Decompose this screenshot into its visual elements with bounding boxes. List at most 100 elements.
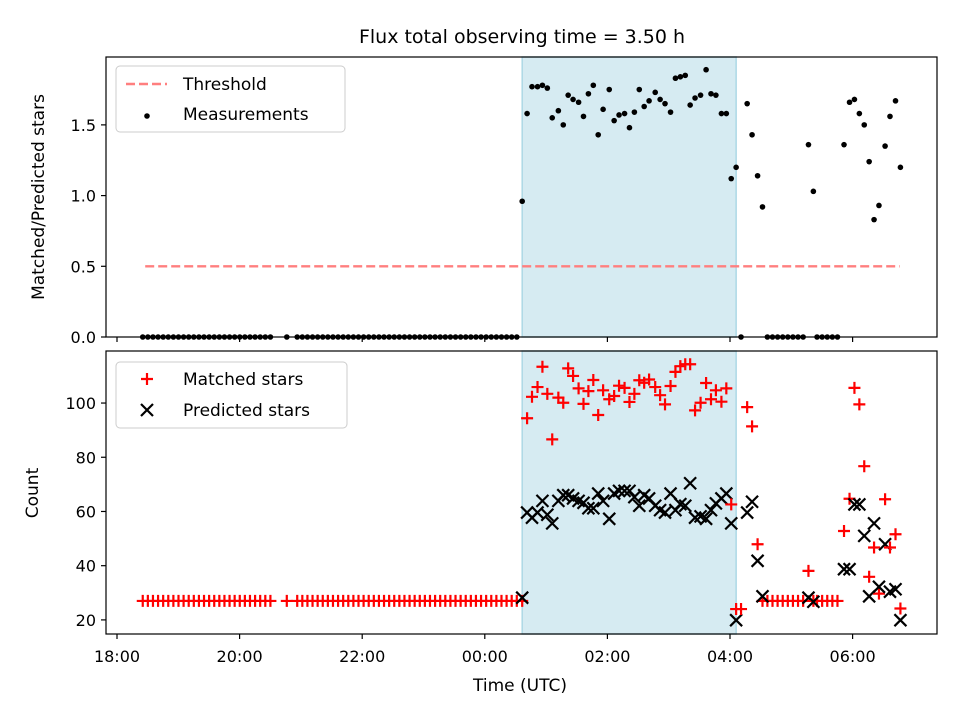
predicted-star-point bbox=[755, 589, 770, 604]
measurement-point bbox=[657, 96, 663, 103]
measurement-point bbox=[718, 110, 725, 117]
x-tick-label: 06:00 bbox=[830, 647, 876, 666]
matched-star-point bbox=[597, 384, 610, 397]
measurement-point bbox=[754, 172, 761, 179]
predicted-star-point bbox=[540, 507, 555, 522]
measurement-point bbox=[585, 90, 592, 97]
matched-star-point bbox=[746, 420, 759, 433]
matched-star-point bbox=[735, 603, 748, 616]
measurement-point bbox=[744, 100, 750, 107]
measurement-point bbox=[662, 100, 668, 107]
matched-star-point bbox=[751, 538, 764, 551]
matched-star-point bbox=[797, 594, 810, 607]
predicted-star-point bbox=[556, 488, 571, 502]
measurement-point bbox=[861, 122, 868, 128]
matched-star-point bbox=[883, 541, 896, 554]
matched-star-point bbox=[654, 389, 667, 402]
matched-star-point bbox=[541, 387, 554, 400]
matched-star-point bbox=[838, 524, 851, 537]
matched-star-point bbox=[280, 594, 293, 607]
predicted-star-point bbox=[586, 501, 601, 515]
measurement-point bbox=[580, 113, 587, 120]
measurement-point bbox=[728, 175, 735, 182]
measurement-point bbox=[626, 124, 633, 131]
measurement-point bbox=[575, 99, 582, 106]
matched-star-point bbox=[521, 412, 534, 425]
measurement-point bbox=[708, 90, 714, 97]
measurement-point bbox=[549, 115, 556, 121]
measurement-point bbox=[636, 86, 643, 93]
predicted-star-point bbox=[535, 494, 550, 508]
measurement-point bbox=[570, 96, 576, 103]
measurement-point bbox=[871, 216, 877, 223]
x-tick-label: 22:00 bbox=[339, 647, 385, 666]
predicted-star-point bbox=[602, 512, 617, 526]
predicted-star-point bbox=[837, 562, 851, 576]
predicted-star-point bbox=[617, 484, 632, 498]
matched-star-point bbox=[664, 379, 677, 392]
y-tick-label: 0.0 bbox=[71, 328, 96, 347]
matched-star-point bbox=[572, 382, 585, 395]
predicted-star-point bbox=[515, 590, 529, 605]
matched-star-point bbox=[659, 398, 672, 411]
measurement-point bbox=[749, 131, 755, 138]
matched-star-point bbox=[684, 358, 697, 371]
predicted-star-point bbox=[663, 486, 678, 501]
measurement-point bbox=[897, 164, 904, 171]
measurement-point bbox=[682, 72, 689, 79]
measurement-point bbox=[697, 92, 704, 98]
measurement-point bbox=[759, 204, 766, 210]
matched-star-point bbox=[741, 401, 754, 414]
matched-star-point bbox=[577, 397, 590, 410]
measurement-point bbox=[590, 82, 597, 89]
measurement-point bbox=[621, 110, 628, 117]
legend-measurement-swatch bbox=[144, 113, 150, 119]
measurement-point bbox=[841, 141, 847, 148]
x-axis-label: Time (UTC) bbox=[472, 676, 567, 696]
predicted-star-point bbox=[847, 497, 862, 512]
x-tick-label: 18:00 bbox=[94, 647, 140, 666]
measurement-point bbox=[805, 141, 812, 148]
matched-star-point bbox=[689, 404, 702, 417]
predicted-star-point bbox=[745, 494, 759, 509]
matched-star-point bbox=[557, 396, 570, 409]
measurement-point bbox=[646, 98, 652, 104]
predicted-star-point bbox=[591, 486, 605, 501]
predicted-star-point bbox=[888, 582, 903, 597]
predicted-star-point bbox=[806, 594, 821, 609]
matched-star-point bbox=[264, 594, 277, 607]
x-tick-label: 02:00 bbox=[584, 647, 630, 666]
measurement-point bbox=[846, 99, 853, 106]
matched-star-point bbox=[623, 395, 636, 408]
y-tick-label: 60 bbox=[76, 502, 96, 521]
y-tick-label: 1.5 bbox=[71, 116, 96, 135]
legend-frame bbox=[115, 65, 346, 133]
chart-title: Flux total observing time = 3.50 h bbox=[359, 26, 685, 48]
legend-matched-swatch bbox=[141, 373, 153, 385]
predicted-star-point bbox=[719, 486, 734, 501]
y-tick-label: 40 bbox=[76, 557, 96, 576]
predicted-star-point bbox=[867, 516, 881, 531]
y-tick-label: 1.0 bbox=[71, 187, 96, 206]
matched-star-point bbox=[725, 498, 738, 511]
predicted-star-point bbox=[729, 613, 743, 627]
ratio-axes: 0.0 0.5 1.0 1.5 Matched/Predicted stars Thr… bbox=[29, 56, 938, 347]
legend-measurements-label: Measurements bbox=[183, 105, 309, 125]
legend-matched-label: Matched stars bbox=[183, 370, 303, 390]
matched-star-point bbox=[531, 381, 544, 394]
count-legend: Matched stars Predicted stars bbox=[115, 361, 348, 429]
measurement-point bbox=[529, 83, 535, 90]
y-tick-label: 100 bbox=[65, 394, 96, 413]
measurement-point bbox=[544, 85, 551, 91]
matched-star-point bbox=[526, 390, 539, 403]
matched-star-point bbox=[863, 570, 876, 583]
measurement-point bbox=[667, 109, 674, 115]
y-tick-label: 0.5 bbox=[71, 257, 96, 276]
measurement-point bbox=[565, 92, 571, 98]
matched-star-point bbox=[567, 369, 580, 382]
matched-star-point bbox=[546, 433, 559, 446]
matched-star-point bbox=[802, 564, 815, 577]
measurement-point bbox=[892, 98, 899, 104]
measurement-point bbox=[733, 164, 739, 171]
